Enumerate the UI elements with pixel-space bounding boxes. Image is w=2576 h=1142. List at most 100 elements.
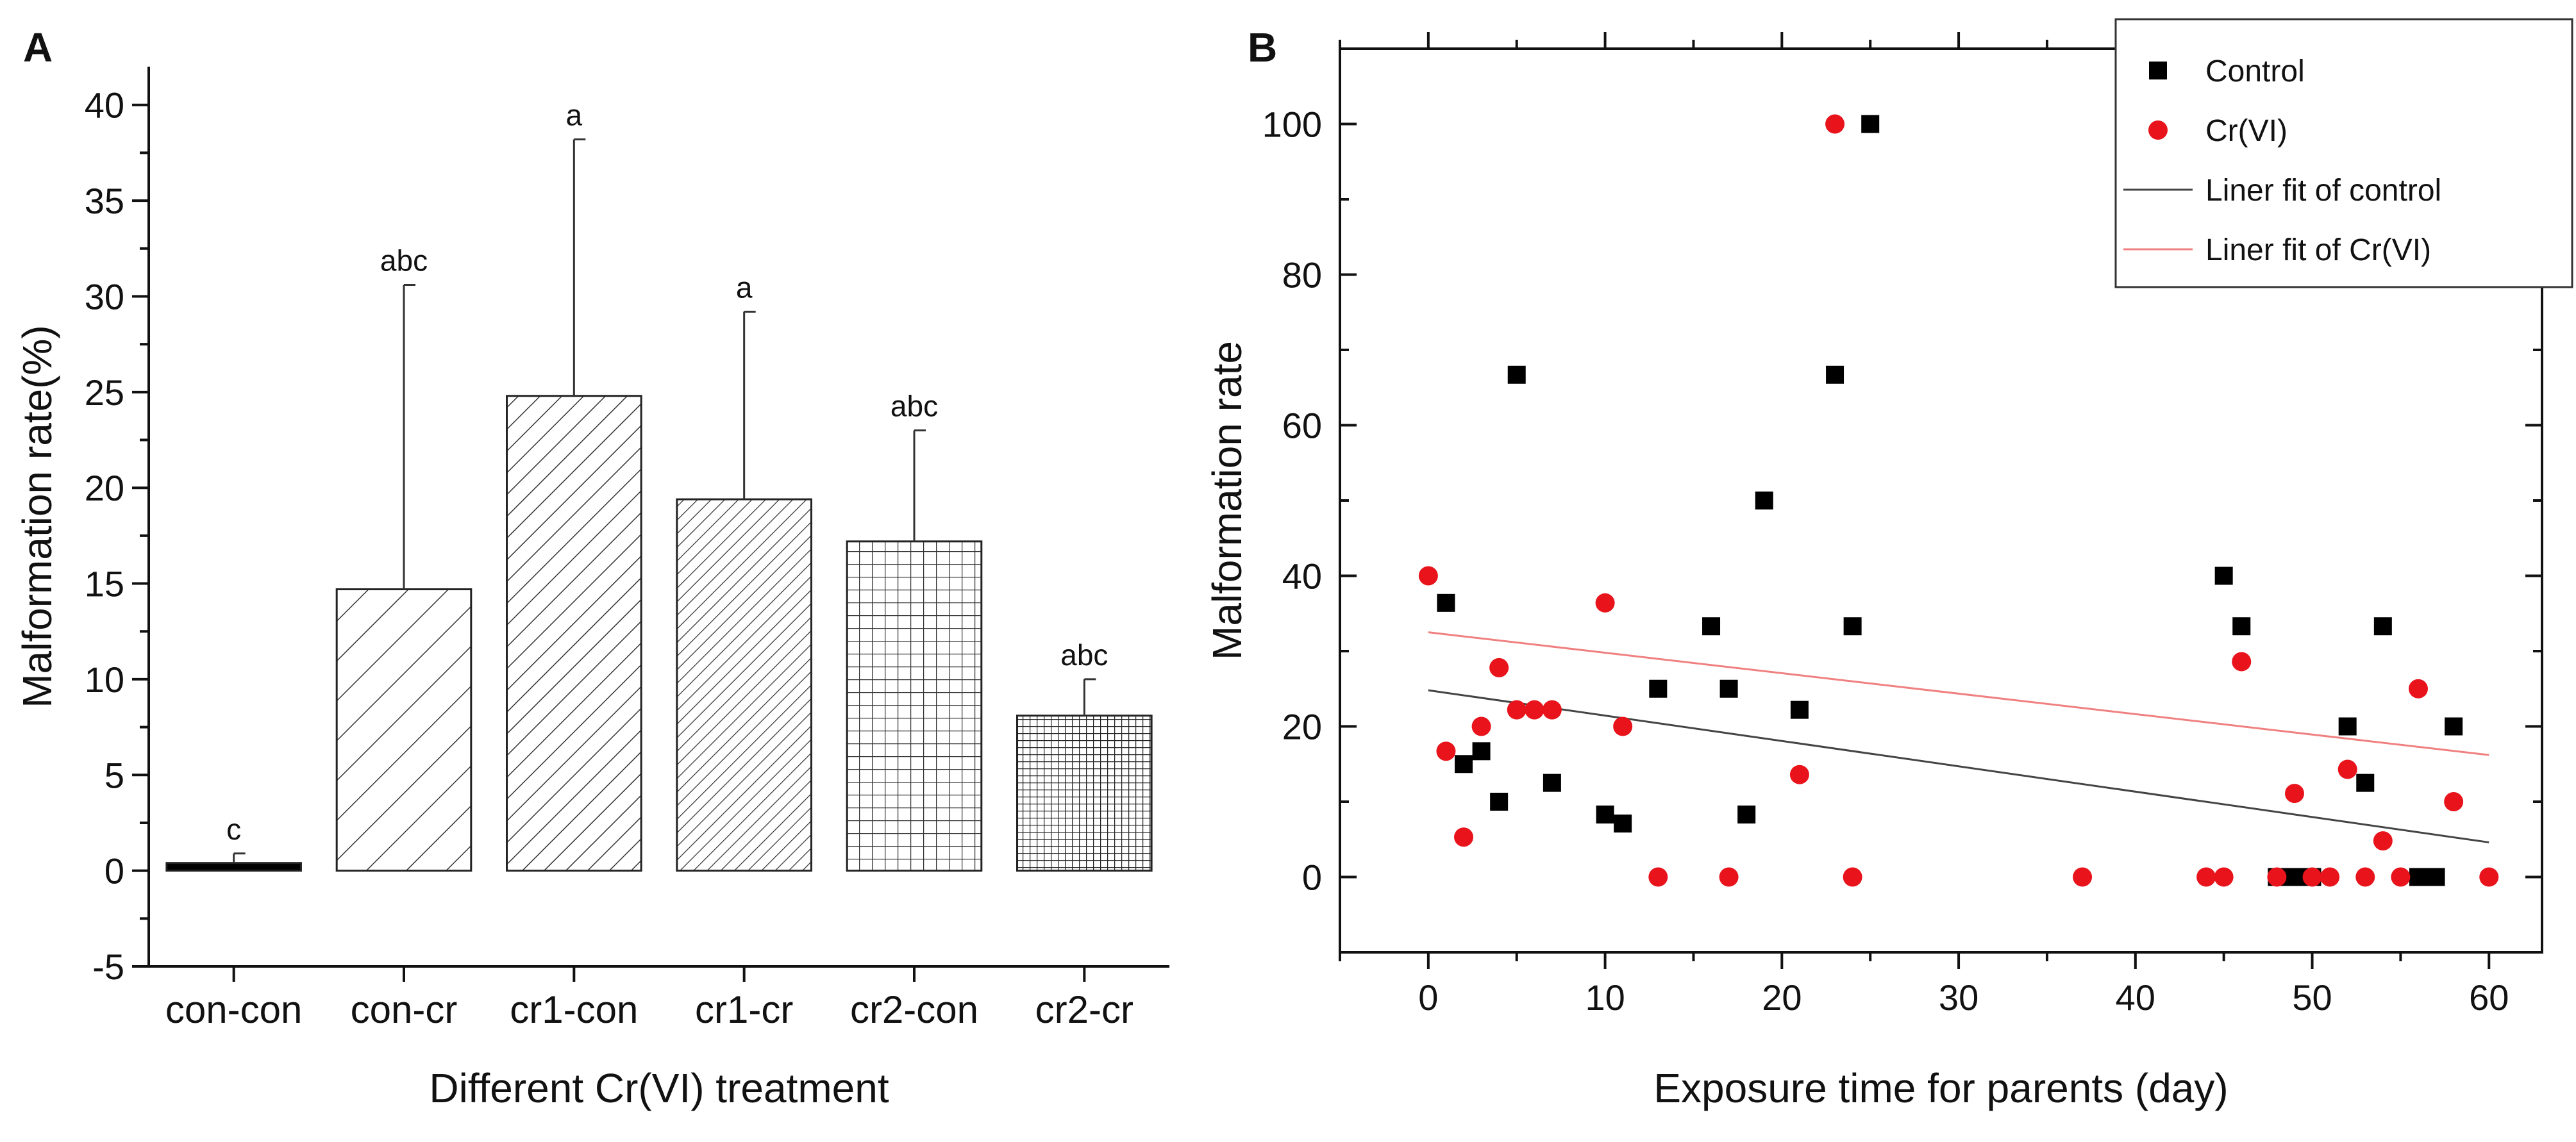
y-tick-label: 0 (1302, 857, 1322, 898)
x-axis-title: Different Cr(VI) treatment (429, 1065, 889, 1111)
crvi-point (1719, 867, 1739, 887)
control-point (1596, 805, 1614, 823)
crvi-point (1595, 593, 1615, 613)
panel-b-label: B (1248, 24, 1277, 70)
significance-label: abc (891, 390, 938, 423)
y-axis-title: Malformation rate (1204, 341, 1250, 660)
x-category-label: con-cr (351, 988, 458, 1031)
control-point (1490, 793, 1509, 811)
x-tick-label: 20 (1762, 977, 1802, 1018)
crvi-point (2073, 867, 2093, 887)
control-point (1507, 365, 1526, 384)
crvi-point (1454, 827, 1474, 847)
crvi-point (2267, 867, 2287, 887)
bar (676, 498, 812, 872)
x-tick-label: 10 (1585, 977, 1625, 1018)
bar-chart-panel-a: -5 0 5 10 15 20 25 30 35 40 c con-con abc con-cr a cr1-… (14, 67, 1169, 1111)
crvi-point (2391, 867, 2411, 887)
control-point (2427, 868, 2445, 886)
control-point (1790, 700, 1809, 719)
y-tick-label: 40 (85, 85, 124, 126)
crvi-point (1489, 658, 1509, 677)
y-tick-label: 15 (85, 564, 124, 604)
legend-box (2114, 18, 2573, 288)
x-tick-label: 60 (2469, 977, 2509, 1018)
crvi-point (2214, 867, 2234, 887)
bar (335, 588, 473, 872)
control-point (1702, 617, 1721, 636)
y-tick-label: 35 (85, 181, 124, 221)
legend-label: Cr(VI) (2205, 114, 2287, 148)
x-axis-title: Exposure time for parents (day) (1653, 1065, 2228, 1111)
legend-control-marker (2149, 62, 2167, 79)
crvi-point (1471, 716, 1491, 736)
control-point (2445, 717, 2463, 736)
x-category-label: cr2-con (850, 988, 978, 1031)
control-point (1755, 492, 1773, 509)
y-tick-label: 20 (1282, 707, 1322, 747)
y-tick-label: -5 (92, 947, 124, 987)
legend-crvi-marker (2148, 120, 2168, 140)
control-point (1543, 774, 1561, 792)
crvi-point (2196, 867, 2216, 887)
y-tick-label: 0 (105, 851, 124, 891)
panel-a-label: A (23, 24, 53, 70)
crvi-point (2355, 867, 2375, 887)
x-category-label: cr1-cr (695, 988, 793, 1031)
control-point (1649, 679, 1668, 698)
crvi-point (2320, 867, 2340, 887)
x-tick-label: 0 (1418, 977, 1438, 1018)
crvi-point (2479, 867, 2499, 887)
crvi-point (1825, 114, 1845, 134)
scatter-chart-panel-b: 0 20 40 60 80 100 0 10 20 30 40 50 60 Control Cr(VI) Li… (1204, 18, 2573, 1111)
control-point (1737, 805, 1756, 823)
significance-label: abc (380, 244, 428, 277)
crvi-point (1789, 765, 1809, 784)
crvi-point (1525, 700, 1544, 720)
legend-label: Liner fit of control (2205, 174, 2441, 208)
significance-label: c (226, 813, 241, 846)
control-point (1455, 755, 1473, 774)
control-point (1826, 365, 1844, 384)
crvi-point (1843, 867, 1862, 887)
crvi-point (2338, 759, 2357, 779)
bar (1016, 715, 1153, 872)
bar (506, 395, 642, 872)
y-tick-label: 100 (1262, 104, 1322, 145)
control-point (1437, 593, 1455, 612)
significance-label: a (736, 270, 753, 304)
x-tick-label: 40 (2116, 977, 2155, 1018)
x-category-label: cr1-con (510, 988, 638, 1031)
y-tick-label: 20 (85, 468, 124, 508)
control-point (2232, 617, 2251, 636)
legend: Control Cr(VI) Liner fit of control Liner f… (2114, 18, 2573, 288)
crvi-point (2444, 792, 2464, 811)
y-tick-label: 25 (85, 372, 124, 413)
y-tick-label: 5 (105, 755, 124, 795)
control-point (2214, 567, 2233, 585)
fit-line-crvi (1428, 631, 2489, 756)
control-point (1843, 617, 1862, 636)
significance-label: abc (1060, 638, 1108, 672)
control-point (2356, 774, 2375, 792)
significance-label: a (566, 99, 583, 132)
control-point (1472, 742, 1491, 761)
crvi-point (1418, 566, 1438, 586)
x-category-label: con-con (165, 988, 302, 1031)
control-point (2409, 868, 2427, 886)
y-tick-label: 40 (1282, 556, 1322, 597)
control-point (2338, 717, 2357, 736)
y-tick-label: 10 (85, 659, 124, 700)
crvi-point (1648, 867, 1668, 887)
x-tick-label: 50 (2292, 977, 2332, 1018)
y-tick-label: 60 (1282, 406, 1322, 446)
legend-label: Liner fit of Cr(VI) (2205, 233, 2431, 267)
crvi-point (2408, 679, 2428, 699)
crvi-point (2302, 867, 2322, 887)
control-point (2285, 868, 2304, 886)
bar (165, 862, 302, 872)
crvi-point (2373, 831, 2393, 851)
control-point (1719, 679, 1738, 698)
crvi-point (1613, 716, 1633, 736)
